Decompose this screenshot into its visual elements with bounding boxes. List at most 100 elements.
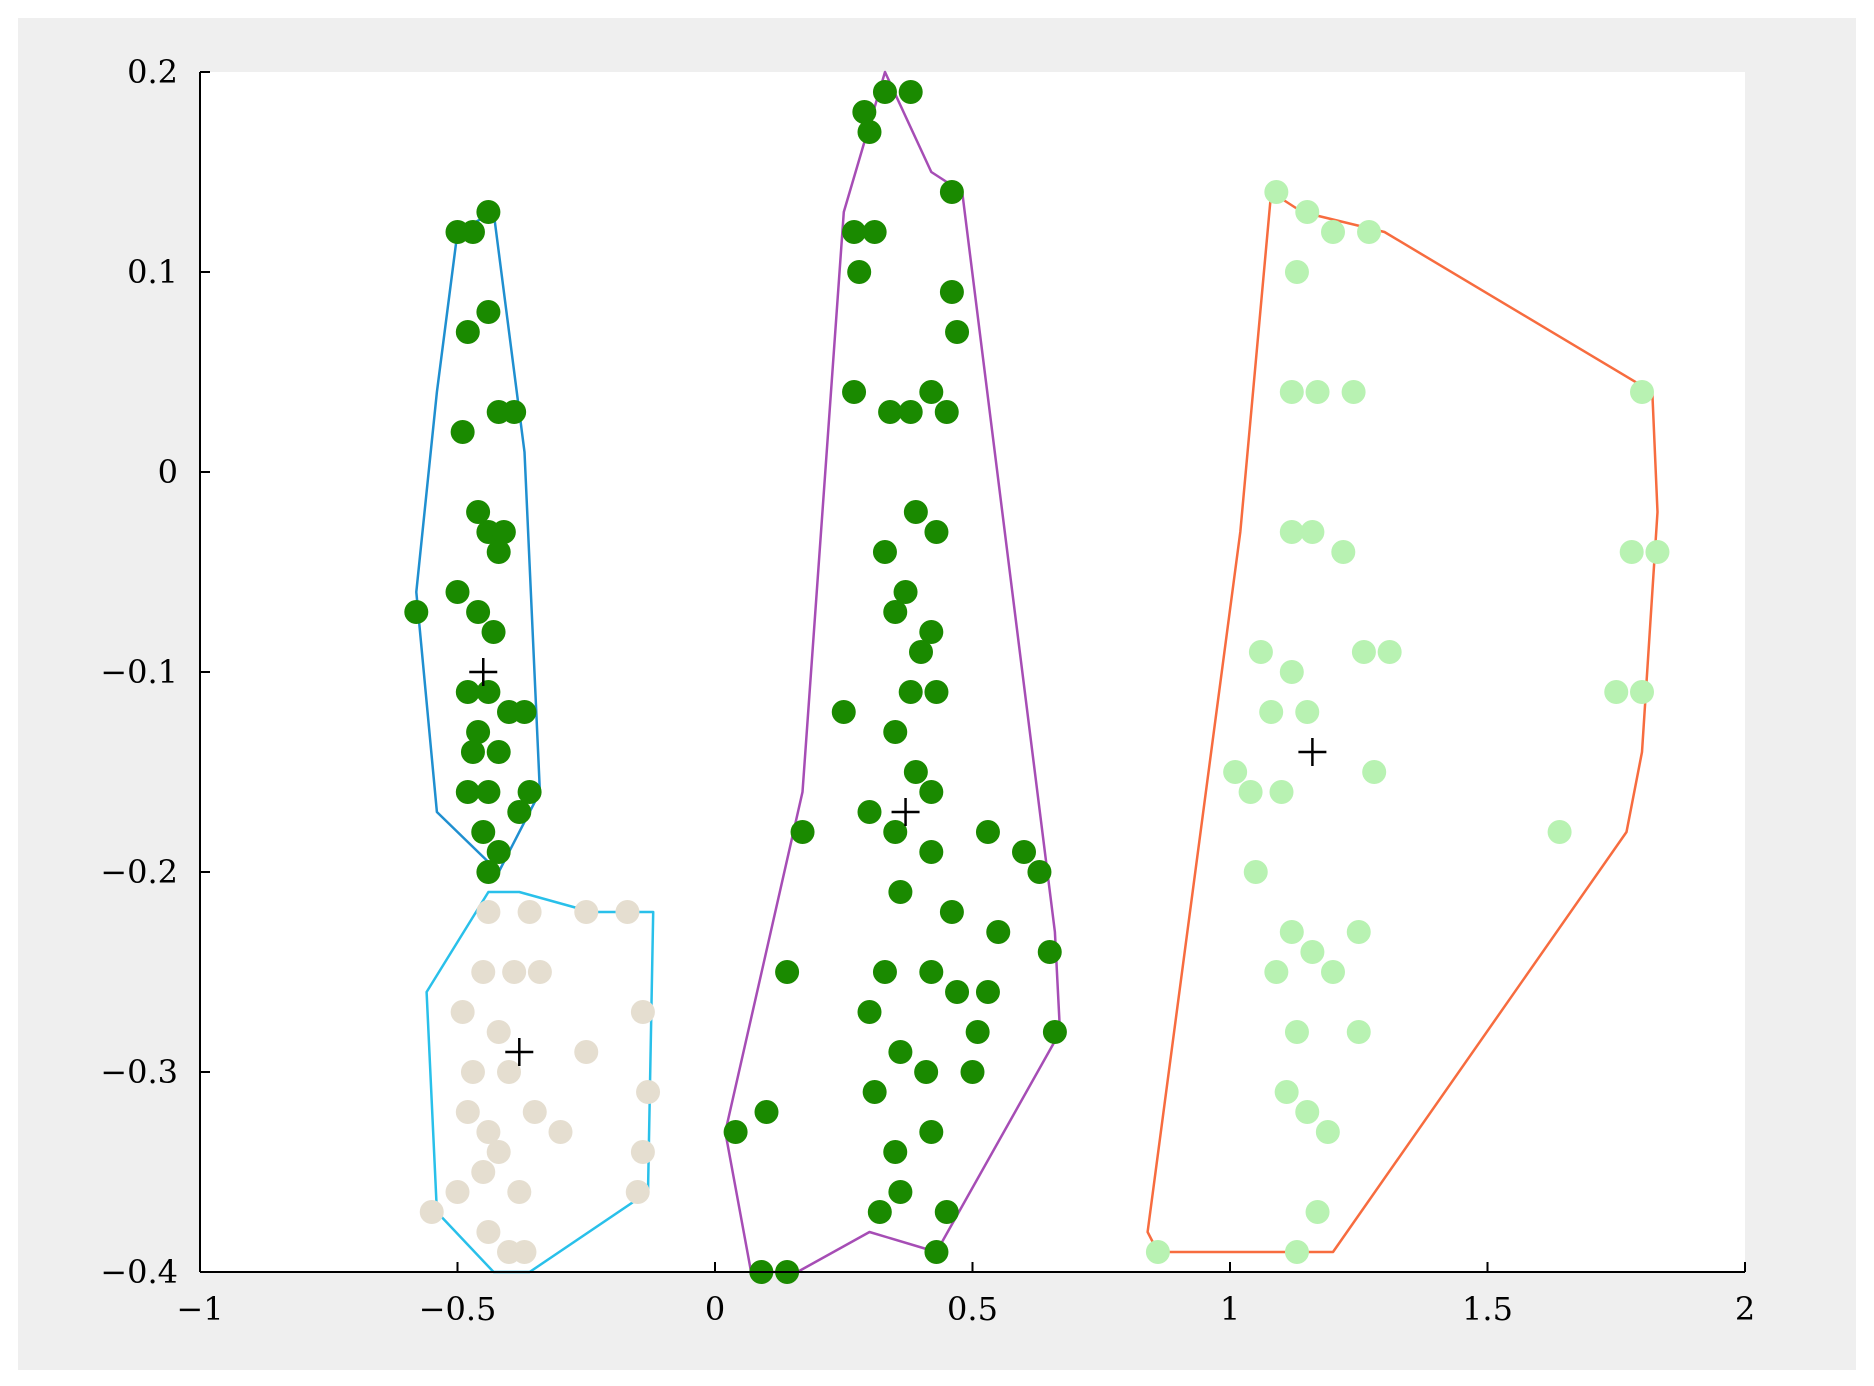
data-point xyxy=(1223,760,1248,784)
data-point xyxy=(1027,860,1052,884)
data-point xyxy=(455,680,480,704)
data-point xyxy=(512,700,537,724)
data-point xyxy=(486,1020,511,1044)
data-point xyxy=(445,580,470,604)
x-tick-label: −1 xyxy=(176,1290,223,1328)
data-point xyxy=(842,220,867,244)
data-point xyxy=(1274,1080,1299,1104)
x-tick-label: 0.5 xyxy=(947,1290,998,1328)
data-point xyxy=(888,880,913,904)
data-point xyxy=(481,620,506,644)
data-point xyxy=(517,780,542,804)
data-point xyxy=(939,280,964,304)
data-point xyxy=(445,1180,470,1204)
data-point xyxy=(924,680,949,704)
data-point xyxy=(831,700,856,724)
data-point xyxy=(945,980,970,1004)
data-point xyxy=(471,960,496,984)
data-point xyxy=(857,120,882,144)
data-point xyxy=(630,1000,655,1024)
data-point xyxy=(636,1080,661,1104)
data-point xyxy=(1279,520,1304,544)
data-point xyxy=(625,1180,650,1204)
data-point xyxy=(924,520,949,544)
data-point xyxy=(512,1240,537,1264)
data-point xyxy=(919,840,944,864)
data-point xyxy=(919,780,944,804)
data-point xyxy=(1243,860,1268,884)
data-point xyxy=(1295,200,1320,224)
data-point xyxy=(919,620,944,644)
points-layer xyxy=(404,80,1670,1284)
data-point xyxy=(924,1240,949,1264)
data-point xyxy=(419,1200,444,1224)
data-point xyxy=(1145,1240,1170,1264)
data-point xyxy=(919,380,944,404)
centroid-marker xyxy=(505,1038,534,1066)
data-point xyxy=(852,100,877,124)
data-point xyxy=(903,760,928,784)
data-point xyxy=(507,800,532,824)
data-point xyxy=(1619,540,1644,564)
data-point xyxy=(1295,700,1320,724)
data-point xyxy=(491,520,516,544)
data-point xyxy=(522,1100,547,1124)
data-point xyxy=(460,220,485,244)
data-point xyxy=(1284,260,1309,284)
y-tick-label: 0.1 xyxy=(127,253,178,291)
data-point xyxy=(1321,220,1345,244)
data-point xyxy=(476,860,501,884)
data-point xyxy=(466,600,491,624)
data-point xyxy=(455,1100,480,1124)
data-point xyxy=(939,900,964,924)
data-point xyxy=(939,180,964,204)
data-point xyxy=(527,960,552,984)
data-point xyxy=(898,680,923,704)
data-point xyxy=(775,960,800,984)
data-point xyxy=(857,800,882,824)
centroid-marker xyxy=(1298,738,1327,766)
centroid-marker xyxy=(469,658,498,686)
data-point xyxy=(1279,660,1304,684)
data-point xyxy=(615,900,640,924)
data-point xyxy=(888,1040,913,1064)
data-point xyxy=(1604,680,1629,704)
data-point xyxy=(455,780,480,804)
cluster-hull xyxy=(1146,190,1659,1254)
data-point xyxy=(919,1120,944,1144)
data-point xyxy=(1346,1020,1371,1044)
data-point xyxy=(1305,380,1330,404)
data-point xyxy=(1321,960,1345,984)
data-point xyxy=(517,900,542,924)
data-point xyxy=(1645,540,1670,564)
data-point xyxy=(476,900,501,924)
data-point xyxy=(986,920,1011,944)
data-point xyxy=(872,80,897,104)
data-point xyxy=(934,400,959,424)
y-tick-label: −0.1 xyxy=(100,653,178,691)
data-point xyxy=(455,320,480,344)
data-point xyxy=(476,1220,501,1244)
x-tick-label: 1 xyxy=(1220,1290,1240,1328)
data-point xyxy=(1305,1200,1330,1224)
data-point xyxy=(1331,540,1356,564)
data-point xyxy=(965,1020,990,1044)
data-point xyxy=(1269,780,1294,804)
data-point xyxy=(862,1080,887,1104)
data-point xyxy=(857,1000,882,1024)
data-point xyxy=(460,1060,485,1084)
data-point xyxy=(847,260,872,284)
data-point xyxy=(1630,680,1654,704)
data-point xyxy=(471,1160,496,1184)
x-tick-label: 1.5 xyxy=(1462,1290,1513,1328)
data-point xyxy=(450,1000,475,1024)
data-point xyxy=(548,1120,573,1144)
data-point xyxy=(975,980,1000,1004)
data-point xyxy=(975,820,1000,844)
data-point xyxy=(1284,1020,1309,1044)
data-point xyxy=(502,960,527,984)
data-point xyxy=(945,320,970,344)
data-point xyxy=(1279,380,1304,404)
centroid-layer xyxy=(469,658,1327,1066)
data-point xyxy=(486,840,511,864)
